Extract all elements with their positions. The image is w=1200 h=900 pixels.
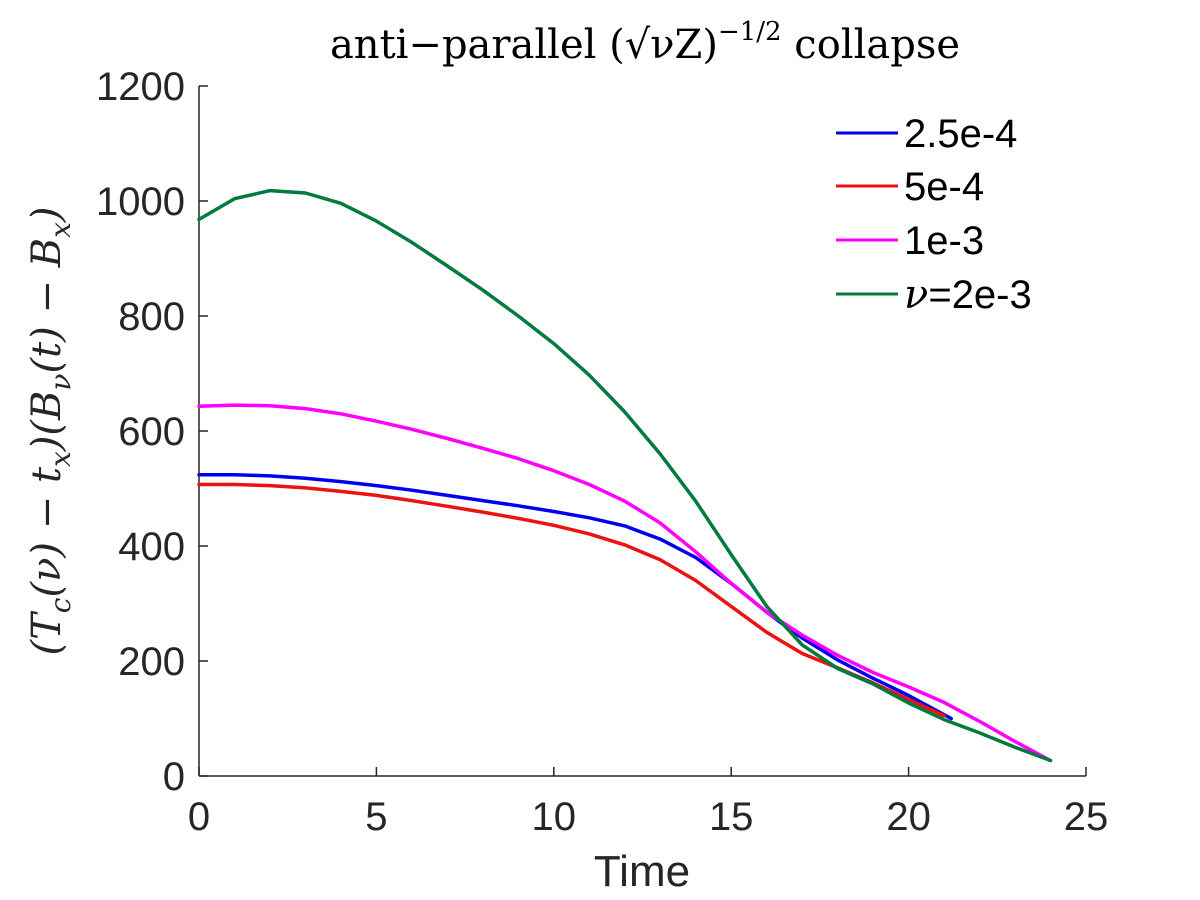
legend-label-2-5e-4: 2.5e-4 <box>904 112 1017 156</box>
y-tick-label: 600 <box>118 410 185 454</box>
y-tick-label: 1000 <box>96 180 185 224</box>
series-line-1e-3 <box>197 403 1053 763</box>
chart-title: anti−parallel (√νZ)−1/2 collapse <box>330 17 960 68</box>
series-line-2e-3 <box>197 188 1053 763</box>
x-tick-label: 10 <box>532 795 577 839</box>
legend-label-5e-4: 5e-4 <box>904 165 984 209</box>
y-tick-label: 1200 <box>96 65 185 109</box>
y-tick-label: 800 <box>118 295 185 339</box>
series-line-5e-4 <box>197 482 946 718</box>
y-tick-label: 0 <box>163 755 185 799</box>
x-tick-label: 5 <box>365 795 387 839</box>
tick-labels: 0 5 10 15 20 25 0 200 400 600 800 1000 1200 <box>96 65 1108 839</box>
y-tick-label: 400 <box>118 525 185 569</box>
legend: 2.5e-4 5e-4 1e-3 ν=2e-3 <box>836 112 1032 318</box>
legend-label-1e-3: 1e-3 <box>904 219 984 263</box>
series-line-2-5e-4 <box>197 472 953 721</box>
x-tick-label: 15 <box>709 795 754 839</box>
x-tick-label: 20 <box>886 795 931 839</box>
series-layer <box>197 188 1053 763</box>
y-axis-label: (Tc(ν) − tx)(Bν(t) − Bx) <box>24 207 77 656</box>
legend-label-2e-3: ν=2e-3 <box>904 272 1032 318</box>
y-tick-label: 200 <box>118 640 185 684</box>
x-tick-label: 25 <box>1064 795 1109 839</box>
x-tick-label: 0 <box>188 795 210 839</box>
ticks <box>198 85 1087 777</box>
x-axis-label: Time <box>594 847 690 896</box>
